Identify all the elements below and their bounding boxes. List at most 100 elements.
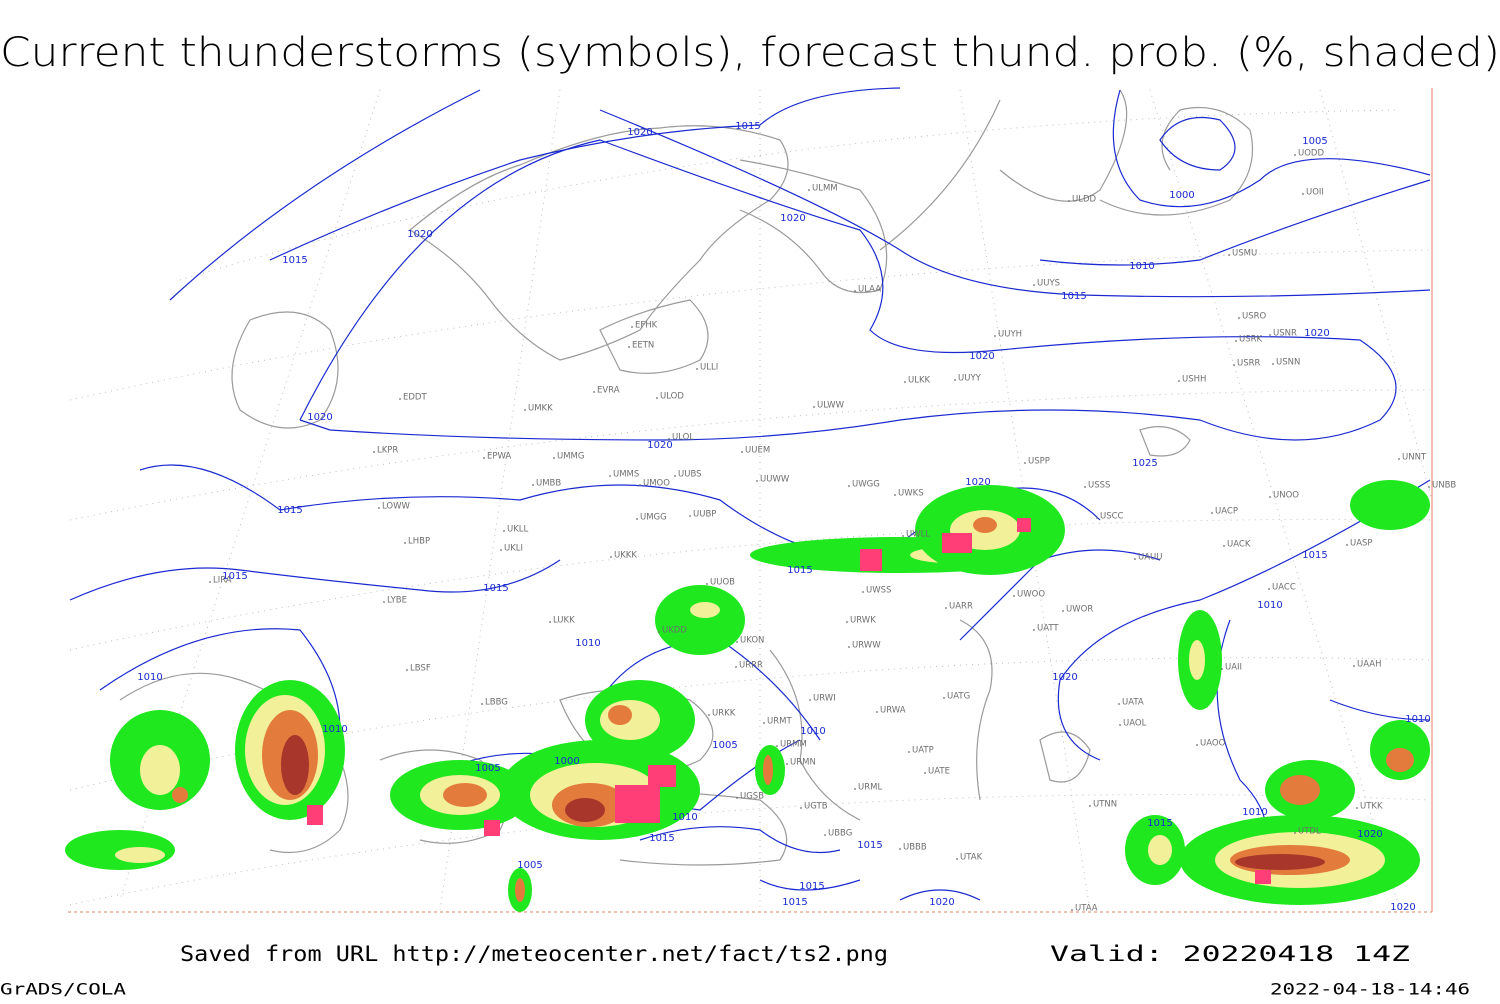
station-label: UACK — [1227, 540, 1251, 550]
station-dot — [1269, 496, 1271, 498]
station-label: USSS — [1088, 481, 1110, 491]
station-dot — [1428, 486, 1430, 488]
station-dot — [846, 621, 848, 623]
station-label: UACP — [1215, 507, 1238, 517]
station-label: UUYY — [958, 374, 982, 384]
station-dot — [481, 703, 483, 705]
station-label: UUYS — [1037, 279, 1060, 289]
station-label: UACC — [1272, 583, 1296, 593]
station-label: UWGG — [852, 480, 880, 490]
station-label: UGTB — [804, 802, 828, 812]
isobar-label: 1015 — [735, 121, 760, 132]
station-dot — [786, 763, 788, 765]
station-label: UAAH — [1357, 660, 1381, 670]
station-dot — [899, 848, 901, 850]
station-label: UATP — [912, 746, 934, 756]
station-labels: ULMM ULDD UODD UOII USMU UUYS ULAA USRO USRK USNR… — [209, 149, 1456, 914]
station-label: LUKK — [553, 616, 575, 626]
isobar-label: 1015 — [787, 565, 812, 576]
isobar-label: 1010 — [1242, 807, 1267, 818]
station-dot — [848, 485, 850, 487]
station-dot — [1294, 154, 1296, 156]
station-dot — [383, 601, 385, 603]
isobar-label: 1010 — [322, 724, 347, 735]
station-label: UMGG — [640, 513, 667, 523]
station-label: UWLL — [906, 530, 930, 540]
station-dot — [945, 607, 947, 609]
station-dot — [1033, 284, 1035, 286]
station-dot — [1353, 665, 1355, 667]
isobar-label: 1020 — [307, 412, 332, 423]
station-dot — [708, 714, 710, 716]
station-dot — [736, 641, 738, 643]
station-label: URRR — [739, 661, 763, 671]
station-dot — [741, 451, 743, 453]
station-dot — [735, 666, 737, 668]
station-dot — [854, 290, 856, 292]
station-dot — [736, 797, 738, 799]
station-dot — [1268, 588, 1270, 590]
isobar-label: 1020 — [969, 351, 994, 362]
station-label: URWW — [852, 641, 881, 651]
station-label: LBSF — [410, 664, 431, 674]
station-label: UMOO — [643, 479, 670, 489]
station-dot — [406, 669, 408, 671]
station-label: EPWA — [487, 452, 511, 462]
station-label: URMT — [767, 717, 792, 727]
station-label: UWOR — [1066, 605, 1093, 615]
isobar-label: 1020 — [1052, 672, 1077, 683]
station-dot — [674, 475, 676, 477]
station-dot — [924, 772, 926, 774]
station-dot — [1272, 363, 1274, 365]
station-label: UAOL — [1123, 719, 1147, 729]
station-dot — [209, 581, 211, 583]
station-label: USNN — [1276, 358, 1300, 368]
station-label: UKDD — [662, 626, 687, 636]
station-label: LIRA — [213, 576, 232, 586]
station-dot — [776, 745, 778, 747]
station-label: USHH — [1182, 375, 1206, 385]
station-dot — [824, 834, 826, 836]
station-dot — [1033, 629, 1035, 631]
station-dot — [994, 335, 996, 337]
station-dot — [848, 646, 850, 648]
station-dot — [1062, 610, 1064, 612]
station-dot — [1221, 668, 1223, 670]
station-label: UWSS — [866, 586, 891, 596]
station-label: UMMG — [557, 452, 584, 462]
station-dot — [1068, 200, 1070, 202]
isobar-label: 1020 — [407, 229, 432, 240]
station-label: UUBS — [678, 470, 702, 480]
station-label: UOII — [1306, 188, 1324, 198]
station-dot — [813, 406, 815, 408]
isobar-label: 1020 — [780, 213, 805, 224]
station-label: LKPR — [377, 446, 398, 456]
station-dot — [1096, 517, 1098, 519]
station-dot — [636, 518, 638, 520]
source-url: Saved from URL http://meteocenter.net/fa… — [180, 942, 888, 966]
station-label: EVRA — [597, 386, 620, 396]
isobar-label: 1020 — [647, 440, 672, 451]
station-label: ULMM — [812, 184, 838, 194]
isobar-label: 1015 — [483, 583, 508, 594]
station-dot — [1013, 595, 1015, 597]
isobar-label: 1020 — [1304, 328, 1329, 339]
isobar-label: 1015 — [782, 897, 807, 908]
station-label: UAOO — [1200, 739, 1226, 749]
station-dot — [524, 409, 526, 411]
station-dot — [1134, 558, 1136, 560]
station-label: UUEM — [745, 446, 770, 456]
station-dot — [902, 535, 904, 537]
station-dot — [1233, 364, 1235, 366]
station-label: UTAA — [1075, 904, 1098, 914]
station-dot — [1294, 832, 1296, 834]
station-dot — [1211, 512, 1213, 514]
station-label: USNR — [1273, 329, 1297, 339]
station-dot — [809, 699, 811, 701]
isobar-label: 1005 — [475, 763, 500, 774]
station-dot — [1178, 380, 1180, 382]
station-label: USRO — [1242, 312, 1267, 322]
station-label: ULLI — [700, 363, 718, 373]
station-label: UARR — [949, 602, 973, 612]
